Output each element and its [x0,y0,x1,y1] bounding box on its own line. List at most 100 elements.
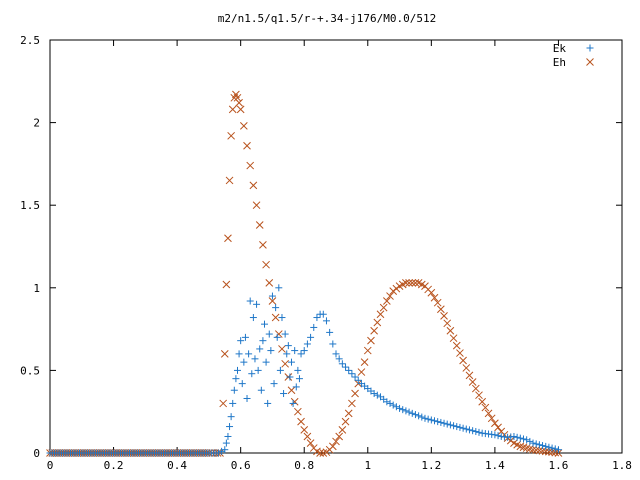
data-point [348,399,356,408]
data-point [516,434,524,442]
x-tick-label: 1.4 [485,459,505,472]
data-point [224,432,232,440]
data-point [243,141,251,150]
data-point [237,337,245,345]
data-point [243,394,251,402]
data-point [538,447,547,455]
data-point [303,432,312,441]
legend-entry-ek-label: Ek [553,42,567,55]
data-point [529,439,537,447]
data-point [256,345,264,353]
data-point [456,423,464,431]
data-point [248,370,256,378]
data-point [332,350,340,358]
data-point [272,304,280,312]
data-point [373,318,382,327]
data-point [257,386,265,394]
data-point [491,431,499,439]
data-point [367,336,375,345]
data-point [230,386,238,394]
data-point [264,399,272,407]
data-point [430,293,439,302]
data-point [459,356,467,365]
data-point [235,350,243,358]
data-point [405,278,413,287]
data-point [424,415,432,423]
data-point [440,312,448,320]
data-point [373,391,381,399]
data-point [484,409,493,418]
data-point [235,98,243,107]
data-point [427,288,436,297]
series-layer [46,90,563,457]
data-point [251,355,259,363]
data-point [532,446,541,454]
data-point [437,418,445,426]
data-point [294,366,302,374]
data-point [351,389,359,398]
data-point [459,424,467,432]
data-point [290,397,299,406]
data-point [523,436,531,444]
data-point [281,359,290,368]
data-point [218,447,226,455]
data-point [452,341,461,350]
data-point [232,375,240,383]
data-point [255,221,264,229]
axes: 0 0.2 0.4 0.6 0.8 1 1.2 1.4 1.6 1.8 0 0.5 1 1.5 2 2.5 [20,34,632,472]
data-point [273,333,281,341]
data-point [427,416,435,424]
data-point [227,413,235,421]
data-point [286,373,294,381]
data-point [254,366,262,374]
data-point [491,419,499,428]
data-point [494,423,502,432]
data-point [440,419,448,427]
data-point [541,447,550,456]
data-point [348,370,356,378]
data-point [548,448,556,457]
x-tick-label: 1.6 [549,459,569,472]
data-point [443,420,451,428]
data-point [300,426,309,434]
data-point [342,363,350,371]
data-point [238,380,246,388]
data-point [449,334,458,343]
data-point [283,350,291,358]
data-point [307,333,315,341]
data-point [267,347,275,355]
data-point [376,310,385,319]
data-point [229,399,237,407]
data-point [396,404,404,412]
data-point [421,414,429,422]
plot-frame [49,39,623,454]
data-point [233,93,242,102]
data-point [278,314,286,322]
data-point [535,446,544,455]
y-tick-label: 1 [33,282,40,295]
data-point [274,330,283,338]
data-point [240,358,248,366]
data-point [249,181,258,190]
data-point [494,432,502,440]
data-point [351,373,359,381]
data-point [221,446,229,454]
data-point [526,437,534,445]
data-point [224,234,232,243]
data-point [399,406,407,414]
data-point [262,260,270,269]
data-point [532,440,540,448]
data-point [278,345,286,353]
data-point [332,437,340,446]
x-tick-label: 0 [47,459,54,472]
data-point [338,360,346,368]
data-point [220,350,229,358]
data-point [345,366,353,374]
x-tick-label: 0.6 [231,459,251,472]
data-point [222,280,231,289]
x-tick-label: 1 [364,459,371,472]
data-point [462,364,471,372]
data-point [487,414,496,423]
data-point [246,161,255,170]
